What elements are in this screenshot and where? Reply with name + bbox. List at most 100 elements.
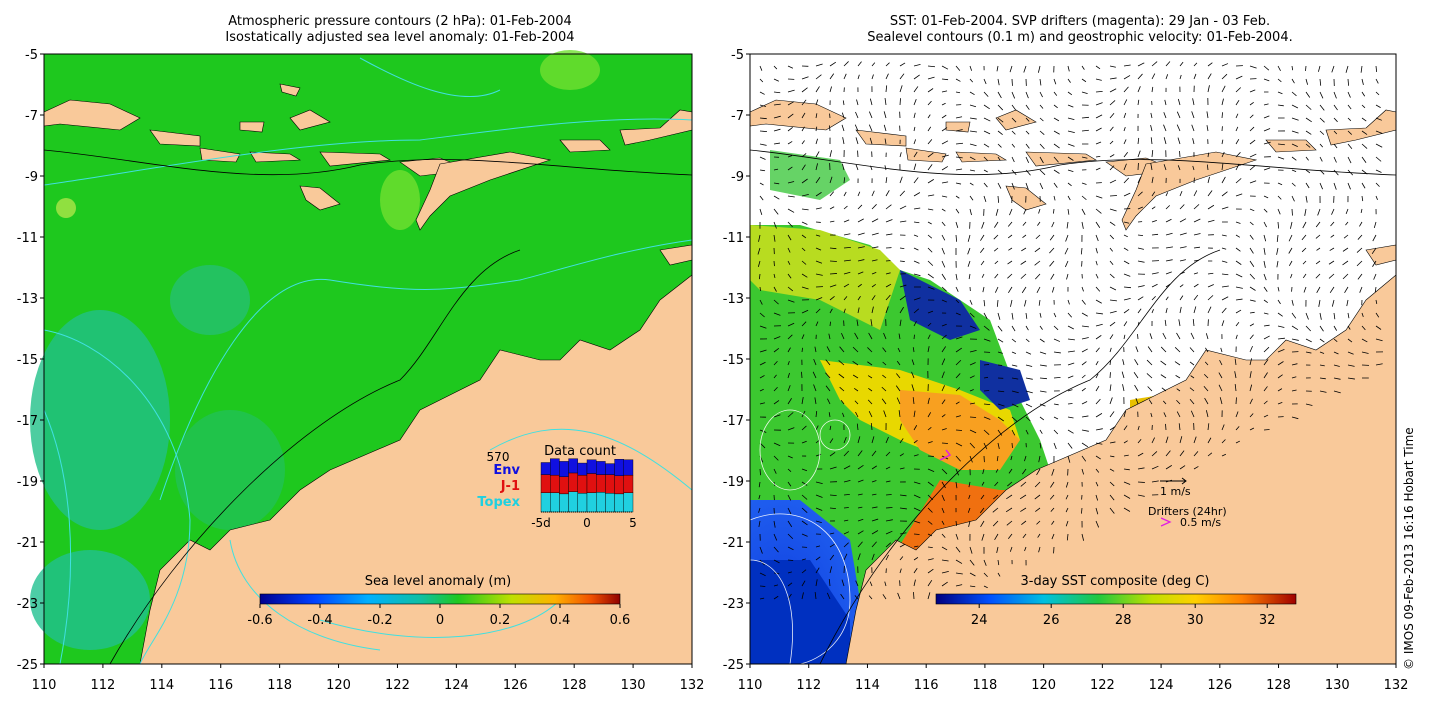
left-panel-title: Atmospheric pressure contours (2 hPa): 0… xyxy=(80,14,720,46)
colorbar-tick-label: -0.4 xyxy=(307,613,332,628)
inset-bar-topex xyxy=(596,492,606,513)
lat-tick-label: -23 xyxy=(723,597,744,612)
lon-tick-label: 120 xyxy=(326,678,351,693)
inset-bar-env xyxy=(559,461,569,477)
lon-tick-label: 126 xyxy=(1207,678,1232,693)
inset-bar-env xyxy=(540,462,551,475)
left-colorbar-ticks: -0.6 -0.4 -0.2 0 0.2 0.4 0.6 xyxy=(247,604,630,628)
lat-tick-label: -17 xyxy=(17,414,38,429)
left-map: Sea level anomaly (m) -0.6 -0.4 -0.2 0 0.2 0.… xyxy=(30,50,693,665)
inset-bar-j1 xyxy=(614,475,624,495)
lat-tick-label: -11 xyxy=(723,231,744,246)
velocity-legend: 1 m/s xyxy=(1160,477,1191,498)
colorbar-tick-label: -0.6 xyxy=(247,613,272,628)
right-sealevel-contours xyxy=(749,149,1397,665)
right-colorbar-label: 3-day SST composite (deg C) xyxy=(1020,574,1209,589)
lon-tick-label: 130 xyxy=(1325,678,1350,693)
lon-tick-label: 116 xyxy=(914,678,939,693)
left-contours xyxy=(43,57,693,665)
right-colorbar-ticks: 24 26 28 30 32 xyxy=(971,604,1276,628)
colorbar-tick-label: 0.6 xyxy=(610,613,631,628)
lon-tick-label: 128 xyxy=(1266,678,1291,693)
right-title-line2: Sealevel contours (0.1 m) and geostrophi… xyxy=(867,30,1293,45)
inset-bar-j1 xyxy=(540,474,551,493)
inset-legend-topex: Topex xyxy=(477,495,520,510)
left-title-line2: Isostatically adjusted sea level anomaly… xyxy=(225,30,575,45)
geostrophic-velocity-arrows xyxy=(757,61,1384,600)
right-white-contours xyxy=(749,409,851,665)
lon-tick-label: 118 xyxy=(972,678,997,693)
credit-text: © IMOS 09-Feb-2013 16:16 Hobart Time xyxy=(1402,427,1416,670)
lat-tick-label: -25 xyxy=(17,658,38,673)
colorbar-tick-label: 0.4 xyxy=(550,613,571,628)
lat-tick-label: -25 xyxy=(723,658,744,673)
lon-tick-label: 124 xyxy=(444,678,469,693)
colorbar-tick-label: 24 xyxy=(971,613,988,628)
colorbar-tick-label: 30 xyxy=(1187,613,1204,628)
inset-bar-j1 xyxy=(568,472,578,492)
colorbar-tick-label: 0.2 xyxy=(490,613,511,628)
inset-bar-j1 xyxy=(577,474,588,494)
inset-legend-env: Env xyxy=(493,463,520,478)
inset-bar-topex xyxy=(623,492,634,513)
inset-bar-env xyxy=(568,458,578,474)
lat-tick-label: -13 xyxy=(17,292,38,307)
lon-tick-label: 110 xyxy=(32,678,57,693)
inset-bar-j1 xyxy=(586,473,597,493)
inset-bar-env xyxy=(623,459,634,476)
drifter-legend-title: Drifters (24hr) xyxy=(1148,505,1227,518)
lon-tick-label: 114 xyxy=(855,678,880,693)
left-colorbar-label: Sea level anomaly (m) xyxy=(365,574,511,589)
colorbar-tick-label: 32 xyxy=(1259,613,1276,628)
inset-bar-j1 xyxy=(559,476,569,495)
inset-xtick-label: 5 xyxy=(629,516,637,530)
inset-bar-topex xyxy=(614,493,624,513)
drifter-legend: Drifters (24hr) 0.5 m/s xyxy=(1148,505,1227,529)
inset-bar-j1 xyxy=(605,474,615,494)
inset-bar-env xyxy=(605,463,615,475)
lat-tick-label: -19 xyxy=(17,475,38,490)
lat-tick-label: -5 xyxy=(731,48,744,63)
drifter-legend-value: 0.5 m/s xyxy=(1180,516,1221,529)
lat-tick-label: -5 xyxy=(25,48,38,63)
colorbar-tick-label: 26 xyxy=(1043,613,1060,628)
colorbar-tick-label: 28 xyxy=(1115,613,1132,628)
inset-xtick-label: -5d xyxy=(531,516,551,530)
lat-tick-label: -21 xyxy=(723,536,744,551)
lat-tick-label: -9 xyxy=(25,170,38,185)
svp-drifter-track xyxy=(939,449,952,461)
inset-bar-topex xyxy=(577,493,588,513)
right-colorbar xyxy=(935,593,1297,605)
inset-title: Data count xyxy=(544,444,616,459)
sla-patch xyxy=(30,310,170,530)
lat-tick-label: -15 xyxy=(723,353,744,368)
inset-bar-env xyxy=(596,461,606,475)
sla-patch xyxy=(380,170,420,230)
lon-tick-label: 120 xyxy=(1031,678,1056,693)
inset-bar-j1 xyxy=(623,474,634,493)
lat-tick-label: -19 xyxy=(723,475,744,490)
lon-tick-label: 132 xyxy=(1384,678,1409,693)
right-panel-title: SST: 01-Feb-2004. SVP drifters (magenta)… xyxy=(760,14,1400,46)
lon-tick-label: 112 xyxy=(796,678,821,693)
sla-patch xyxy=(56,198,76,218)
left-pressure-contours xyxy=(43,149,693,665)
lon-tick-label: 122 xyxy=(385,678,410,693)
axes: 110 112 114 116 118 120 122 124 126 128 130 132 -5 -7… xyxy=(17,48,1409,693)
lon-tick-label: 122 xyxy=(1090,678,1115,693)
velocity-legend-label: 1 m/s xyxy=(1160,485,1191,498)
inset-bar-topex xyxy=(550,492,560,513)
inset-bar-env xyxy=(577,462,588,476)
inset-bar-topex xyxy=(540,492,551,513)
inset-bar-topex xyxy=(559,493,569,513)
lat-tick-label: -13 xyxy=(723,292,744,307)
right-land xyxy=(749,99,1397,665)
inset-bar-env xyxy=(614,459,624,476)
inset-bar-env xyxy=(550,458,560,476)
colorbar-tick-label: -0.2 xyxy=(367,613,392,628)
sla-patch xyxy=(540,50,600,90)
drifter-legend-icon xyxy=(1160,517,1172,527)
lat-tick-label: -17 xyxy=(723,414,744,429)
lon-tick-label: 110 xyxy=(738,678,763,693)
colorbar-tick-label: 0 xyxy=(436,613,444,628)
